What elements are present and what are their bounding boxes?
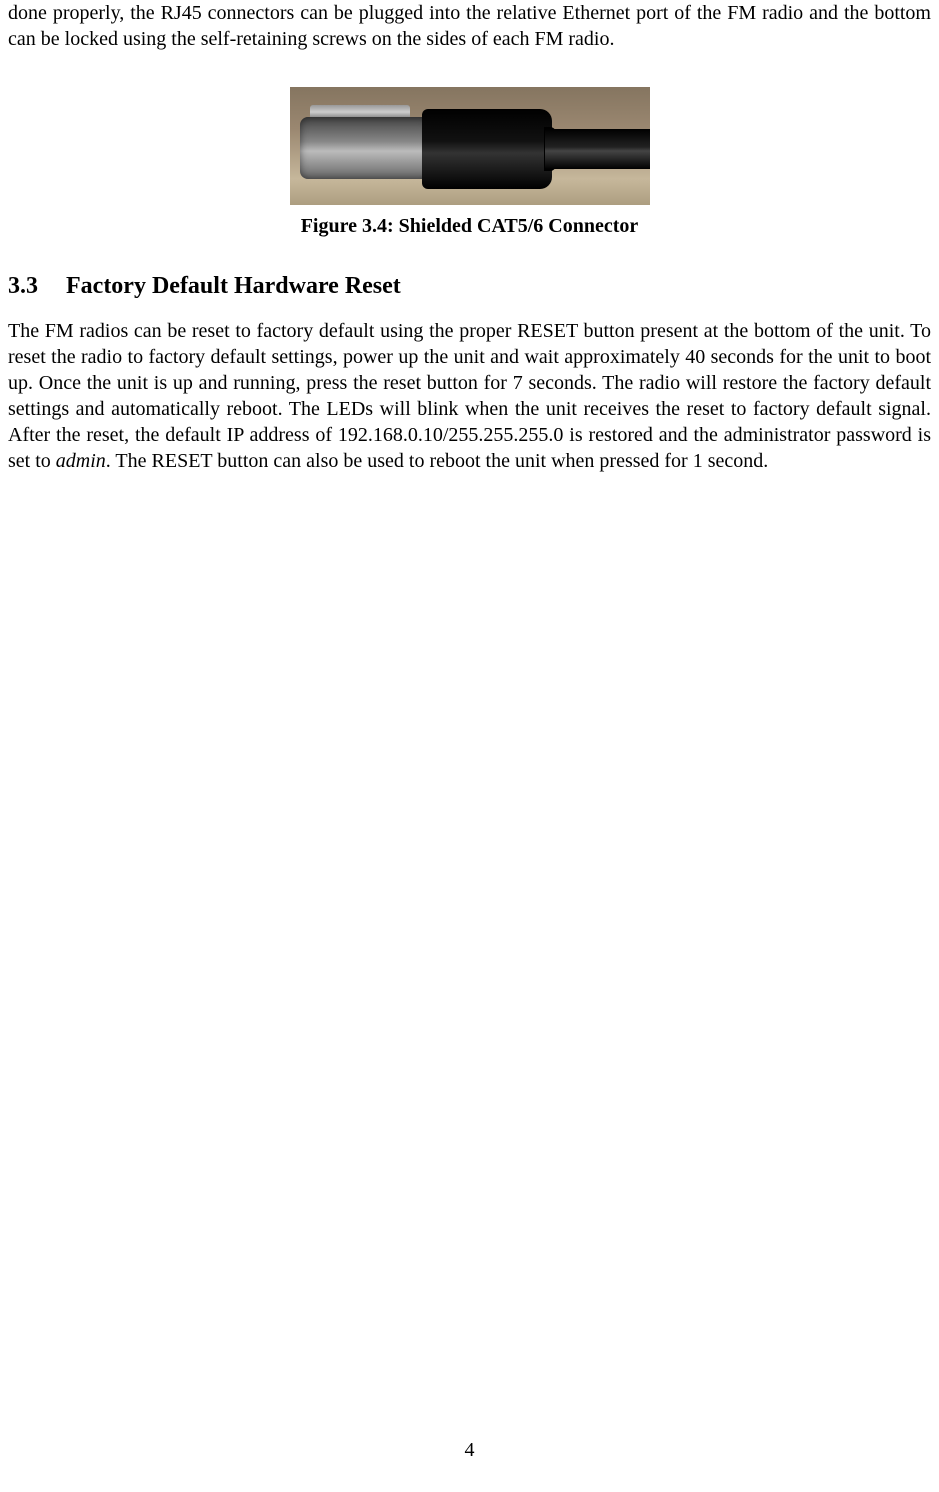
connector-cable-icon [545, 129, 650, 169]
connector-body-icon [300, 117, 430, 179]
section-number: 3.3 [8, 273, 38, 300]
intro-paragraph: done properly, the RJ45 connectors can b… [8, 0, 931, 52]
page-number: 4 [0, 1439, 939, 1462]
figure-block: Figure 3.4: Shielded CAT5/6 Connector [8, 87, 931, 238]
figure-image [290, 87, 650, 205]
figure-caption: Figure 3.4: Shielded CAT5/6 Connector [8, 215, 931, 238]
section-body-part2: . The RESET button can also be used to r… [106, 450, 768, 472]
section-heading: 3.3 Factory Default Hardware Reset [8, 273, 931, 300]
connector-boot-icon [422, 109, 552, 189]
section-body-italic: admin [56, 450, 106, 472]
section-body: The FM radios can be reset to factory de… [8, 318, 931, 474]
section-title: Factory Default Hardware Reset [66, 273, 401, 299]
